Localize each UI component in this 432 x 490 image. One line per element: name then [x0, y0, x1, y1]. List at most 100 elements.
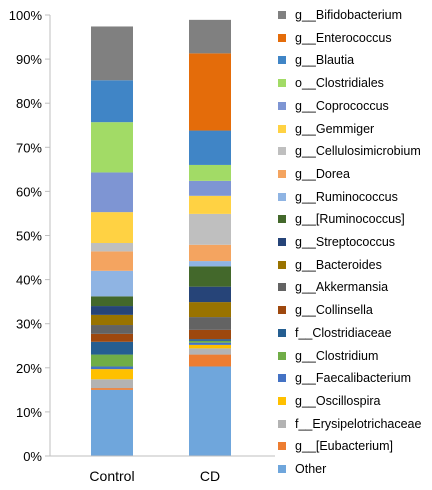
legend-label: g__Oscillospira [295, 393, 381, 408]
legend-swatch [278, 56, 286, 65]
bar-segment [189, 244, 231, 262]
bar-segment [189, 366, 231, 456]
x-axis: Control CD [50, 455, 275, 484]
bar-segment [189, 213, 231, 245]
legend-item: g__Faecalibacterium [278, 368, 411, 388]
bar-segment [189, 130, 231, 165]
bar-segment [189, 164, 231, 181]
bar-segment [91, 122, 133, 173]
bar-segment [91, 80, 133, 123]
legend-swatch [278, 465, 286, 473]
bar-segment [91, 366, 133, 370]
bar-segment [91, 251, 133, 271]
legend-label: g__Blautia [295, 53, 355, 68]
legend-swatch [278, 351, 286, 360]
legend-item: g__[Eubacterium] [278, 436, 393, 456]
legend-item: g__Streptococcus [278, 232, 395, 252]
bar-segment [91, 369, 133, 380]
legend-swatch [278, 419, 286, 428]
legend-item: g__Coprococcus [278, 96, 389, 116]
legend-label: g__Clostridium [295, 348, 379, 363]
legend-swatch [278, 260, 286, 269]
legend-item: g__[Ruminococcus] [278, 209, 405, 229]
stacked-bar-chart: 0% 10% 20% 30% 40% 50% 60% 70% 80% 90% 100% Contro… [9, 8, 275, 484]
bar-segment [91, 354, 133, 367]
bar-segment [189, 317, 231, 330]
bar-segment [91, 172, 133, 213]
legend-label: o__Clostridiales [295, 76, 384, 91]
bar-segment [91, 306, 133, 315]
legend-item: g__Akkermansia [278, 277, 388, 297]
bar-segment [91, 270, 133, 297]
legend-item: g__Collinsella [278, 300, 373, 320]
legend-swatch [278, 147, 286, 156]
legend-swatch [278, 442, 286, 451]
legend-label: g__Collinsella [295, 303, 373, 318]
legend-label: g__Coprococcus [295, 98, 389, 113]
bar-segment [91, 389, 133, 456]
bar-segment [91, 333, 133, 342]
bar-segment [189, 340, 231, 343]
legend-item: g__Cellulosimicrobium [278, 141, 421, 161]
bar-segment [189, 195, 231, 214]
legend-swatch [278, 374, 286, 383]
legend-label: g__Dorea [295, 166, 350, 181]
legend-swatch [278, 79, 286, 88]
y-tick-label: 80% [16, 96, 42, 111]
y-tick-label: 50% [16, 229, 42, 244]
bar-segment [91, 325, 133, 334]
x-category-label: CD [200, 468, 220, 484]
legend-label: g__Gemmiger [295, 121, 375, 136]
legend-label: g__[Eubacterium] [295, 439, 393, 454]
bar-segment [189, 53, 231, 131]
y-tick-label: 60% [16, 184, 42, 199]
legend-item: o__Clostridiales [278, 73, 384, 93]
legend-swatch [278, 101, 286, 110]
y-tick-label: 70% [16, 140, 42, 155]
bar-segment [189, 354, 231, 367]
legend-swatch [278, 306, 286, 315]
y-tick-label: 100% [9, 8, 43, 23]
legend-item: g__Oscillospira [278, 391, 380, 411]
bar-segment [189, 19, 231, 54]
bar-segment [189, 286, 231, 303]
legend-item: g__Bifidobacterium [278, 5, 402, 25]
bar-segment [189, 180, 231, 196]
legend-label: Other [295, 462, 327, 476]
legend-swatch [278, 192, 286, 201]
legend-label: g__Akkermansia [295, 280, 389, 295]
bar-segment [189, 344, 231, 349]
bar-segment [189, 348, 231, 355]
legend-label: g__Enterococcus [295, 30, 392, 45]
y-tick-label: 90% [16, 52, 42, 67]
legend-item: g__Clostridium [278, 346, 378, 366]
legend-swatch [278, 283, 286, 292]
legend-swatch [278, 215, 286, 224]
bar-segment [91, 242, 133, 252]
legend-swatch [278, 396, 286, 405]
bar-segment [91, 388, 133, 390]
legend-label: g__Ruminococcus [295, 189, 398, 204]
bar-segment [189, 329, 231, 340]
legend-label: g__Bacteroides [295, 257, 382, 272]
bar-segment [189, 339, 231, 341]
legend-item: g__Blautia [278, 50, 354, 70]
legend-label: g__Cellulosimicrobium [295, 144, 421, 159]
legend-label: g__Bifidobacterium [295, 8, 403, 22]
bar-segment [189, 261, 231, 267]
bar-segment [91, 296, 133, 307]
bar-segment [189, 302, 231, 318]
legend-label: g__[Ruminococcus] [295, 212, 405, 227]
bar-segment [91, 314, 133, 326]
y-tick-label: 0% [23, 449, 42, 464]
legend-swatch [278, 33, 286, 42]
y-tick-label: 20% [16, 361, 42, 376]
bar-segment [91, 26, 133, 81]
bar-segment [189, 266, 231, 287]
legend-swatch [278, 124, 286, 133]
bar-segment [189, 342, 231, 345]
legend-item: f__Clostridiaceae [278, 323, 392, 343]
bar-segment [91, 212, 133, 243]
legend-swatch [278, 11, 286, 19]
legend-item: g__Dorea [278, 164, 350, 184]
